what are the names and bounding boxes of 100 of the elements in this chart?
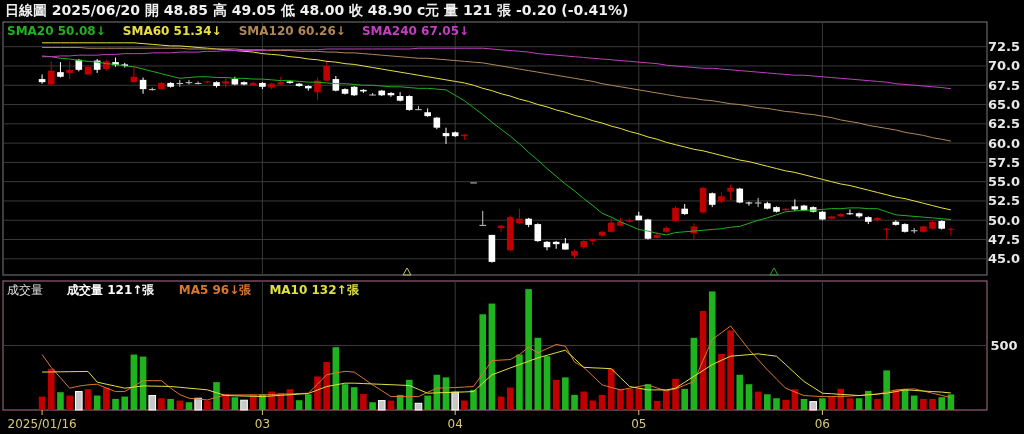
candlestick — [883, 227, 890, 241]
bar — [883, 370, 890, 410]
bar — [57, 392, 64, 410]
y-tick-label: 52.5 — [987, 193, 1021, 209]
series-label: SMA120 60.26↓ — [238, 24, 346, 38]
bar — [745, 384, 753, 410]
bar — [543, 356, 551, 410]
bar — [167, 398, 174, 410]
text: 成交量 121↑張 — [66, 283, 156, 297]
bar — [75, 391, 83, 411]
bar — [708, 291, 716, 410]
bar — [295, 400, 303, 410]
x-tick-label: 2025/01/16 — [7, 417, 77, 431]
y-tick-label: 65.0 — [987, 97, 1021, 113]
bar — [47, 368, 55, 410]
bar — [369, 402, 376, 410]
bar — [231, 397, 239, 410]
bar — [204, 400, 211, 410]
series-label: SMA60 51.34↓ — [122, 24, 222, 38]
line-series — [41, 47, 952, 90]
bar — [103, 387, 110, 410]
bar — [864, 390, 872, 410]
bar — [506, 387, 514, 410]
bar — [360, 393, 367, 410]
bar — [424, 395, 431, 410]
text: MA5 96↓張 — [178, 283, 253, 297]
candlestick — [791, 198, 799, 212]
line-series — [41, 55, 952, 236]
bar — [451, 391, 459, 411]
bar — [479, 314, 487, 410]
bar — [920, 398, 927, 410]
bar — [84, 389, 92, 410]
bar — [405, 379, 413, 410]
y-tick-label: 67.5 — [987, 77, 1021, 93]
bar — [350, 387, 358, 410]
bar — [718, 353, 725, 410]
y-tick-label: 50.0 — [987, 212, 1021, 228]
bar — [213, 382, 220, 410]
bar — [626, 388, 633, 410]
y-tick-label: 57.5 — [987, 154, 1021, 170]
x-tick-label: 06 — [814, 417, 831, 431]
bar — [782, 399, 789, 410]
bar — [598, 394, 606, 410]
bar — [148, 395, 157, 411]
bar — [461, 400, 468, 410]
y-tick-label: 500 — [990, 338, 1018, 353]
x-tick-label: 04 — [447, 417, 463, 431]
candlestick — [534, 222, 542, 243]
bar — [855, 398, 863, 410]
bar — [341, 384, 349, 410]
bar — [158, 398, 165, 410]
text: MA10 132↑張 — [269, 283, 360, 297]
candlestick — [38, 73, 46, 85]
bar — [323, 362, 330, 410]
bar — [414, 402, 423, 411]
bar — [562, 377, 569, 410]
candlestick — [479, 210, 487, 226]
chart-title: 成交量 — [7, 283, 43, 297]
x-tick-label: 05 — [631, 417, 647, 431]
y-tick-label: 72.5 — [987, 39, 1021, 55]
bar — [800, 398, 808, 410]
line-series — [41, 46, 952, 142]
bar — [846, 398, 854, 410]
bar — [681, 388, 688, 410]
bar — [525, 289, 532, 410]
bar — [672, 378, 679, 410]
y-tick-label: 47.5 — [987, 232, 1021, 248]
bar — [773, 398, 780, 410]
text: SMA20 50.08↓ — [7, 24, 106, 38]
bar — [607, 368, 615, 410]
bar — [377, 400, 386, 411]
bar — [66, 395, 73, 410]
bar — [470, 389, 477, 410]
line-series — [41, 42, 952, 211]
y-tick-label: 60.0 — [987, 135, 1021, 151]
bar — [240, 399, 248, 411]
bar — [736, 374, 744, 410]
bar — [305, 394, 312, 410]
candlestick — [369, 92, 376, 96]
y-tick-label: 62.5 — [987, 116, 1021, 132]
bar — [552, 379, 560, 410]
bar — [938, 397, 946, 410]
bar — [663, 389, 670, 410]
bar — [837, 388, 845, 410]
bar — [653, 400, 661, 410]
y-tick-label: 55.0 — [987, 174, 1021, 190]
bar — [828, 396, 835, 410]
y-tick-label: 70.0 — [987, 58, 1021, 74]
chart-title: 日線圖 2025/06/20 開 48.85 高 49.05 低 48.00 收 48.90 c元 量 121 張 -0.20 (-0.41%) — [5, 2, 629, 18]
bar — [516, 354, 523, 410]
bar — [185, 402, 193, 410]
bar — [176, 400, 184, 410]
x-tick-label: 03 — [254, 417, 271, 431]
y-tick-label: 45.0 — [987, 251, 1021, 267]
bar — [819, 398, 826, 410]
candlestick — [47, 60, 55, 87]
bar — [874, 398, 881, 410]
bar — [727, 330, 734, 410]
bar — [112, 398, 119, 410]
bar — [809, 401, 818, 411]
